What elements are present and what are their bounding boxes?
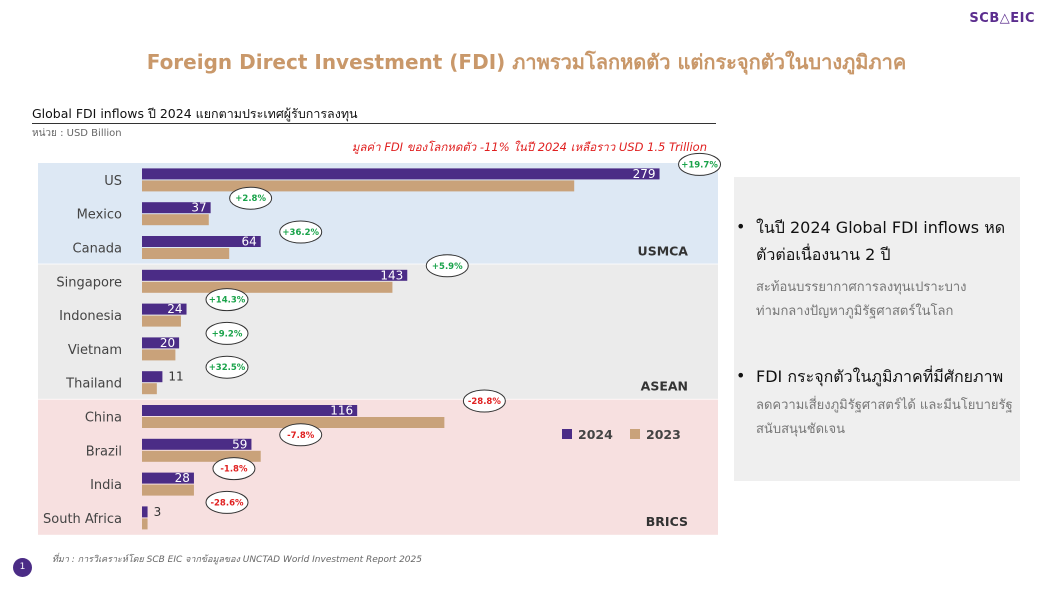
bar-2024-indonesia xyxy=(142,303,187,315)
category-label-india: India xyxy=(90,478,122,493)
value-label-thailand: 11 xyxy=(168,370,183,384)
change-badge-us xyxy=(678,152,722,176)
change-badge-canada xyxy=(279,220,323,244)
value-label-mexico: 37 xyxy=(191,201,206,215)
legend-swatch-2024 xyxy=(562,429,572,439)
bar-2024-brazil xyxy=(142,438,252,450)
change-label-canada: +36.2% xyxy=(282,228,319,238)
bullet-1-heading: ในปี 2024 Global FDI inflows หดตัวต่อเนื… xyxy=(756,218,1006,264)
group-band-usmca xyxy=(38,163,718,265)
source-note: ที่มา : การวิเคราะห์โดย SCB EIC จากข้อมู… xyxy=(52,555,422,565)
change-label-china: -28.8% xyxy=(468,397,501,407)
bar-2023-canada xyxy=(142,248,230,259)
page-title: Foreign Direct Investment (FDI) ภาพรวมโล… xyxy=(146,50,907,74)
value-label-indonesia: 24 xyxy=(167,302,182,316)
value-label-india: 28 xyxy=(175,471,190,485)
change-label-singapore: +5.9% xyxy=(432,262,463,272)
group-label-usmca: USMCA xyxy=(638,243,689,258)
change-badge-india xyxy=(212,457,256,481)
category-label-china: China xyxy=(85,411,122,426)
value-label-china: 116 xyxy=(330,404,353,418)
change-label-brazil: -7.8% xyxy=(287,431,315,441)
value-label-brazil: 59 xyxy=(232,437,247,451)
category-label-canada: Canada xyxy=(73,242,122,257)
value-label-us: 279 xyxy=(633,167,656,181)
change-label-india: -1.8% xyxy=(220,465,248,475)
change-badge-mexico xyxy=(229,186,273,210)
category-label-thailand: Thailand xyxy=(65,377,122,392)
value-label-vietnam: 20 xyxy=(160,336,175,350)
category-label-brazil: Brazil xyxy=(86,444,122,459)
bar-2024-south-africa xyxy=(142,506,148,518)
bar-2024-singapore xyxy=(142,269,408,281)
category-label-singapore: Singapore xyxy=(56,275,122,290)
legend-swatch-2023 xyxy=(630,429,640,439)
change-badge-china xyxy=(462,389,506,413)
bar-2023-south-africa xyxy=(142,518,148,530)
value-label-canada: 64 xyxy=(241,235,256,249)
bar-2024-vietnam xyxy=(142,337,180,349)
bullet-2-heading: FDI กระจุกตัวในภูมิภาคที่มีศักยภาพ xyxy=(756,367,1004,386)
change-badge-thailand xyxy=(205,355,249,379)
chart-title: Global FDI inflows ปี 2024 แยกตามประเทศผ… xyxy=(32,106,358,121)
bar-2023-vietnam xyxy=(142,349,176,361)
bullet-marker-2: • xyxy=(736,366,746,385)
change-label-us: +19.7% xyxy=(681,160,718,170)
change-badge-south-africa xyxy=(205,490,249,514)
change-label-indonesia: +14.3% xyxy=(209,296,246,306)
bar-2024-china xyxy=(142,405,358,416)
legend-label-2024: 2024 xyxy=(578,427,613,442)
group-label-asean: ASEAN xyxy=(641,379,688,394)
chart-title-divider xyxy=(32,123,716,124)
category-label-vietnam: Vietnam xyxy=(68,343,122,358)
chart-headline: มูลค่า FDI ของโลกหดตัว -11% ในปี 2024 เห… xyxy=(351,140,707,154)
change-label-south-africa: -28.6% xyxy=(210,498,243,508)
change-label-mexico: +2.8% xyxy=(235,194,266,204)
bar-2023-us xyxy=(142,180,575,192)
value-label-singapore: 143 xyxy=(380,268,403,282)
chart-unit: หน่วย : USD Billion xyxy=(32,128,122,139)
bar-2024-india xyxy=(142,472,194,484)
bullet-2-detail: ลดความเสี่ยงภูมิรัฐศาสตร์ได้ และมีนโยบาย… xyxy=(756,398,1013,437)
bar-2023-singapore xyxy=(142,281,393,293)
legend-label-2023: 2023 xyxy=(646,427,681,442)
category-label-mexico: Mexico xyxy=(77,208,122,223)
change-badge-vietnam xyxy=(205,321,249,345)
bar-2024-canada xyxy=(142,236,261,247)
brand-logo: SCB△EIC xyxy=(969,11,1035,26)
bar-2023-mexico xyxy=(142,214,209,226)
change-badge-singapore xyxy=(425,254,469,278)
category-label-us: US xyxy=(104,174,122,189)
bullet-marker-1: • xyxy=(736,217,746,236)
bar-2024-mexico xyxy=(142,202,211,214)
bar-2023-brazil xyxy=(142,450,261,462)
bar-2024-thailand xyxy=(142,371,163,383)
change-label-thailand: +32.5% xyxy=(209,363,246,373)
change-badge-brazil xyxy=(279,423,323,447)
bar-2023-thailand xyxy=(142,383,157,395)
bar-2024-us xyxy=(142,168,660,180)
bar-2023-indonesia xyxy=(142,315,181,327)
bullet-1-detail: สะท้อนบรรยากาศการลงทุนเปราะบางท่ามกลางปั… xyxy=(756,280,967,319)
key-points-panel xyxy=(734,177,1020,481)
value-label-south-africa: 3 xyxy=(154,505,162,519)
change-badge-indonesia xyxy=(205,288,249,312)
category-label-south-africa: South Africa xyxy=(43,512,122,527)
bar-2023-china xyxy=(142,417,445,428)
category-label-indonesia: Indonesia xyxy=(59,309,122,324)
group-label-brics: BRICS xyxy=(646,514,688,529)
change-label-vietnam: +9.2% xyxy=(212,329,243,339)
page-number: 1 xyxy=(13,558,32,577)
bar-2023-india xyxy=(142,484,194,496)
